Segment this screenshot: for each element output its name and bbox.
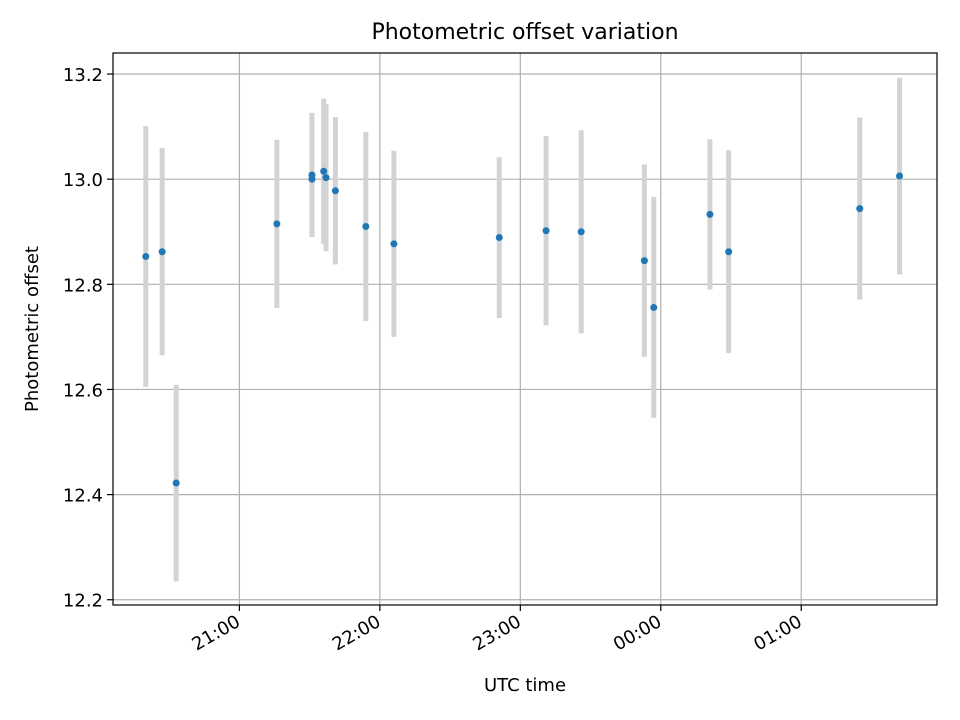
y-tick-label: 13.0 — [63, 170, 103, 191]
data-point — [273, 220, 281, 228]
y-axis-label: Photometric offset — [22, 246, 43, 412]
data-point — [322, 174, 330, 182]
data-points — [142, 167, 904, 487]
data-point — [650, 303, 658, 311]
data-point — [172, 479, 180, 487]
data-point — [640, 257, 648, 265]
data-point — [308, 175, 316, 183]
data-point — [706, 210, 714, 218]
data-point — [158, 248, 166, 256]
data-point — [495, 234, 503, 242]
x-axis-label: UTC time — [484, 675, 566, 696]
y-tick-label: 13.2 — [63, 65, 103, 86]
grid — [113, 53, 937, 605]
y-tick-label: 12.2 — [63, 591, 103, 612]
y-axis-ticks: 12.2 12.4 12.6 12.8 13.0 13.2 — [63, 65, 113, 612]
data-point — [577, 228, 585, 236]
data-point — [390, 240, 398, 248]
data-point — [331, 187, 339, 195]
y-tick-label: 12.4 — [63, 486, 103, 507]
data-point — [142, 252, 150, 260]
y-tick-label: 12.6 — [63, 380, 103, 401]
data-point — [362, 222, 370, 230]
data-point — [725, 248, 733, 256]
data-point — [320, 167, 328, 175]
data-point — [542, 227, 550, 235]
data-point — [856, 205, 864, 213]
y-tick-label: 12.8 — [63, 275, 103, 296]
chart-title: Photometric offset variation — [371, 20, 678, 45]
data-point — [896, 172, 904, 180]
plot-frame — [112, 52, 938, 606]
